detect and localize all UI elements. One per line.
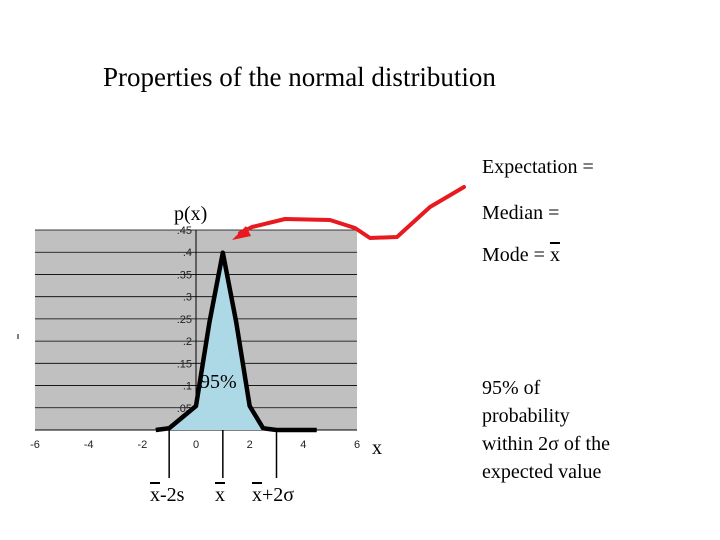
y-tick-label: .45	[177, 225, 192, 237]
y-tick-label: .1	[183, 381, 192, 393]
median-label: Median =	[482, 202, 560, 224]
x-tick-label: -2	[137, 439, 147, 451]
pointer-arrowhead	[232, 226, 251, 240]
mean-minus-label: x-2s	[150, 484, 184, 507]
y-tick-label: .4	[183, 247, 192, 259]
mean-bar: x	[215, 484, 225, 506]
x-tick-label: -6	[30, 439, 40, 451]
y-tick-label: .15	[177, 358, 192, 370]
mean-plus-label: x+2σ	[252, 484, 294, 507]
mean-plus-bar: x	[252, 484, 262, 506]
mode-symbol: x	[549, 244, 560, 266]
x-tick-label: 0	[193, 439, 199, 451]
inside-percent-label: 95%	[200, 371, 237, 393]
y-tick-label: .25	[177, 314, 192, 326]
y-tick-label: .35	[177, 269, 192, 281]
x-tick-label: 2	[247, 439, 253, 451]
expectation-label: Expectation =	[482, 156, 594, 178]
mode-text: Mode =	[482, 244, 550, 266]
y-tick-label: .3	[183, 292, 192, 304]
y-axis-label: p(x)	[174, 203, 208, 225]
pointer-arrow	[238, 185, 466, 240]
mean-plus-suffix: +2σ	[262, 484, 295, 506]
mean-label: x	[215, 484, 225, 507]
y-tick-label: .2	[183, 336, 192, 348]
percent-note: 95% of probability within 2σ of the expe…	[482, 377, 610, 483]
x-tick-label: 4	[300, 439, 306, 451]
x-tick-label: 6	[354, 439, 360, 451]
x-axis-label: x	[372, 437, 382, 459]
mean-minus-suffix: -2s	[160, 484, 185, 506]
x-tick-label: -4	[84, 439, 94, 451]
slide-title: Properties of the normal distribution	[103, 62, 496, 92]
mean-minus-bar: x	[150, 484, 160, 506]
mode-label: Mode = x	[482, 244, 560, 267]
shaded-area	[169, 252, 277, 430]
density-curve	[155, 250, 317, 433]
